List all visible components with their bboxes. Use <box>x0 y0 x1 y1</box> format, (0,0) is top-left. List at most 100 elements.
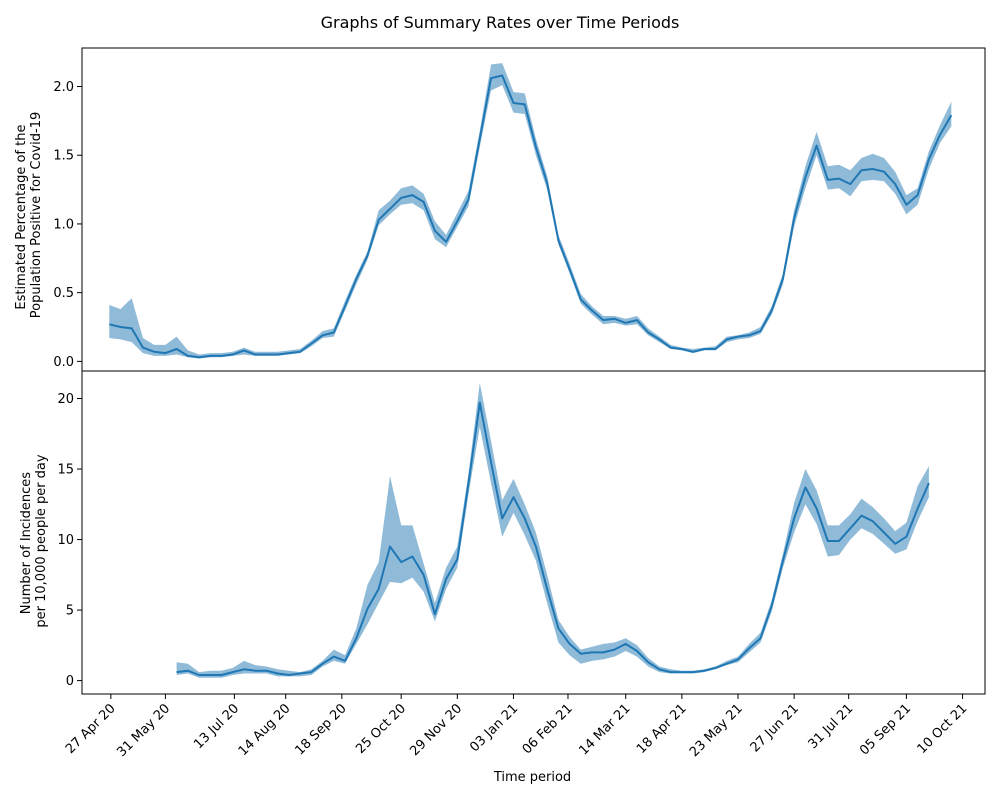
data-point <box>591 651 593 653</box>
data-point <box>243 668 245 670</box>
data-point <box>265 670 267 672</box>
data-point <box>872 520 874 522</box>
data-point <box>894 543 896 545</box>
data-point <box>793 217 795 219</box>
data-point <box>872 168 874 170</box>
data-point <box>759 330 761 332</box>
data-point <box>490 77 492 79</box>
data-point <box>479 402 481 404</box>
data-point <box>916 194 918 196</box>
data-point <box>108 323 110 325</box>
data-point <box>119 326 121 328</box>
x-tick-label: 03 Jan 21 <box>467 701 521 755</box>
data-point <box>647 661 649 663</box>
data-point <box>692 351 694 353</box>
data-point <box>568 643 570 645</box>
data-point <box>187 355 189 357</box>
data-point <box>254 353 256 355</box>
x-tick-label: 29 Nov 20 <box>407 701 465 759</box>
data-point <box>815 144 817 146</box>
data-point <box>400 197 402 199</box>
x-tick-label: 14 Aug 20 <box>236 701 294 759</box>
data-point <box>512 496 514 498</box>
data-point <box>411 555 413 557</box>
data-point <box>333 331 335 333</box>
data-point <box>254 670 256 672</box>
y-tick-label: 0.5 <box>53 286 74 301</box>
data-point <box>209 355 211 357</box>
data-point <box>288 352 290 354</box>
data-point <box>198 356 200 358</box>
data-point <box>198 674 200 676</box>
data-point <box>815 507 817 509</box>
data-point <box>456 558 458 560</box>
data-point <box>378 219 380 221</box>
data-point <box>916 507 918 509</box>
data-point <box>479 138 481 140</box>
data-point <box>658 668 660 670</box>
data-point <box>411 194 413 196</box>
data-point <box>950 114 952 116</box>
data-point <box>220 355 222 357</box>
data-point <box>501 517 503 519</box>
y-axis-label-top: Estimated Percentage of the Population P… <box>14 112 44 319</box>
data-point <box>804 486 806 488</box>
data-point <box>277 353 279 355</box>
data-point <box>366 254 368 256</box>
data-point <box>905 204 907 206</box>
y-axis-label-top-line2: Population Positive for Covid-19 <box>29 112 44 319</box>
data-point <box>928 158 930 160</box>
data-point <box>557 627 559 629</box>
data-point <box>535 545 537 547</box>
data-point <box>243 349 245 351</box>
data-point <box>344 305 346 307</box>
data-point <box>175 671 177 673</box>
data-point <box>524 103 526 105</box>
x-tick-label: 10 Oct 21 <box>915 701 971 757</box>
data-point <box>894 183 896 185</box>
data-point <box>636 650 638 652</box>
y-axis-label-bottom-line2: per 10,000 people per day <box>34 454 49 627</box>
series-line <box>176 401 930 676</box>
data-point <box>131 327 133 329</box>
plot-frame <box>81 370 986 695</box>
data-point <box>771 309 773 311</box>
data-point <box>692 671 694 673</box>
y-tick-label: 0.0 <box>53 355 74 370</box>
data-point <box>748 647 750 649</box>
data-point <box>445 241 447 243</box>
x-tick-label: 31 Jul 21 <box>806 701 857 752</box>
data-point <box>613 648 615 650</box>
data-point <box>546 588 548 590</box>
data-point <box>669 346 671 348</box>
x-tick-label: 23 May 21 <box>687 701 746 760</box>
data-point <box>400 561 402 563</box>
data-point <box>580 298 582 300</box>
y-tick-label: 1.5 <box>53 149 74 164</box>
data-point <box>175 348 177 350</box>
data-point <box>299 672 301 674</box>
data-point <box>613 318 615 320</box>
data-point <box>860 169 862 171</box>
data-point <box>467 198 469 200</box>
data-point <box>838 177 840 179</box>
x-axis-label: Time period <box>493 770 571 785</box>
data-point <box>827 179 829 181</box>
x-tick-label: 06 Feb 21 <box>520 701 576 757</box>
data-point <box>434 230 436 232</box>
data-point <box>714 348 716 350</box>
data-point <box>456 220 458 222</box>
data-point <box>883 531 885 533</box>
data-point <box>321 334 323 336</box>
data-point <box>804 176 806 178</box>
data-point <box>501 74 503 76</box>
data-point <box>647 331 649 333</box>
data-point <box>591 309 593 311</box>
data-point <box>321 663 323 665</box>
data-point <box>737 658 739 660</box>
x-tick-label: 18 Sep 20 <box>292 701 349 758</box>
x-tick-label: 13 Jul 20 <box>191 701 242 752</box>
x-tick-label: 14 Mar 21 <box>576 701 633 758</box>
y-axis-label-bottom: Number of Incidences per 10,000 people p… <box>19 454 49 627</box>
